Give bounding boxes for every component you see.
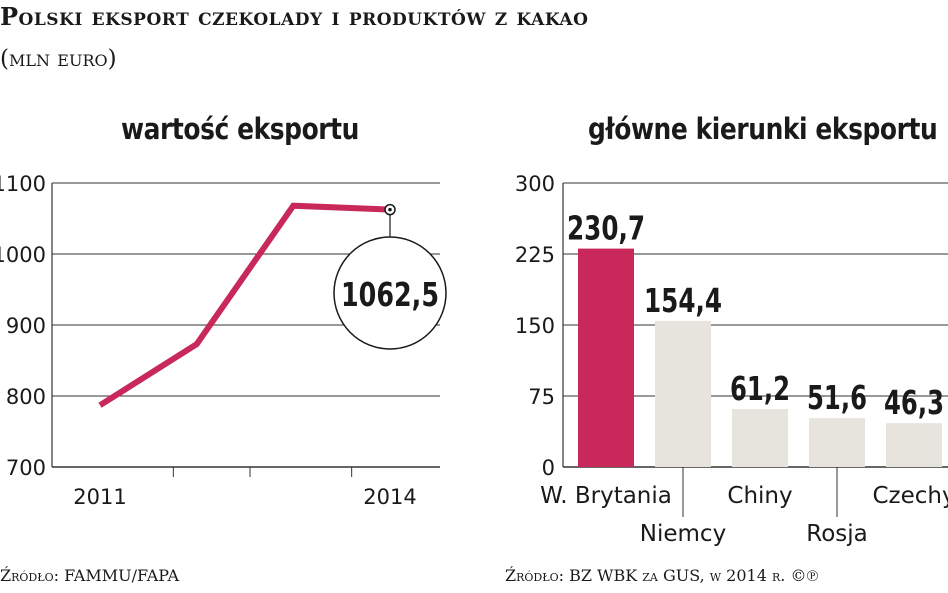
source-left: Źródło: FAMMU/FAPA xyxy=(0,566,180,585)
bar-w-brytania xyxy=(578,248,634,467)
page-title: Polski eksport czekolady i produktów z k… xyxy=(0,2,589,31)
bar-chart-title: główne kierunki eksportu xyxy=(588,112,938,146)
bar-y-tick-label: 75 xyxy=(528,385,555,409)
bar-value-label: 230,7 xyxy=(567,209,645,248)
bar-category-label: Chiny xyxy=(727,483,792,509)
bar-value-label: 46,3 xyxy=(884,383,944,422)
page-subtitle: (mln euro) xyxy=(0,46,117,72)
source-right: Źródło: BZ WBK za GUS, w 2014 r. ©℗ xyxy=(505,566,819,585)
bar-category-label: Niemcy xyxy=(640,521,726,547)
bar-value-label: 154,4 xyxy=(644,281,722,320)
line-series-0 xyxy=(98,202,391,408)
line-y-tick-label: 1100 xyxy=(0,172,46,196)
bar-y-tick-label: 225 xyxy=(515,243,555,267)
annotation-marker-dot xyxy=(388,207,392,212)
annotation-circle xyxy=(333,236,447,350)
line-x-tick-label: 2014 xyxy=(363,485,416,509)
bar-y-tick-label: 150 xyxy=(515,314,555,338)
bar-value-label: 61,2 xyxy=(730,369,790,408)
bar-rosja xyxy=(809,418,865,467)
bar-chiny xyxy=(732,409,788,467)
line-y-tick-label: 1000 xyxy=(0,243,46,267)
line-x-tick-label: 2011 xyxy=(73,485,126,509)
line-y-tick-label: 900 xyxy=(6,314,46,338)
annotation-value-label: 1062,5 xyxy=(341,275,439,314)
line-y-tick-label: 700 xyxy=(6,456,46,480)
line-chart-title: wartość eksportu xyxy=(121,112,359,146)
bar-value-label: 51,6 xyxy=(807,378,867,417)
bar-category-label: W. Brytania xyxy=(540,483,672,509)
bar-niemcy xyxy=(655,320,711,467)
bar-y-tick-label: 300 xyxy=(515,172,555,196)
line-y-tick-label: 800 xyxy=(6,385,46,409)
bar-category-label: Rosja xyxy=(806,521,868,547)
bar-category-label: Czechy xyxy=(872,483,948,509)
bar-czechy xyxy=(886,423,942,467)
bar-y-tick-label: 0 xyxy=(542,456,555,480)
